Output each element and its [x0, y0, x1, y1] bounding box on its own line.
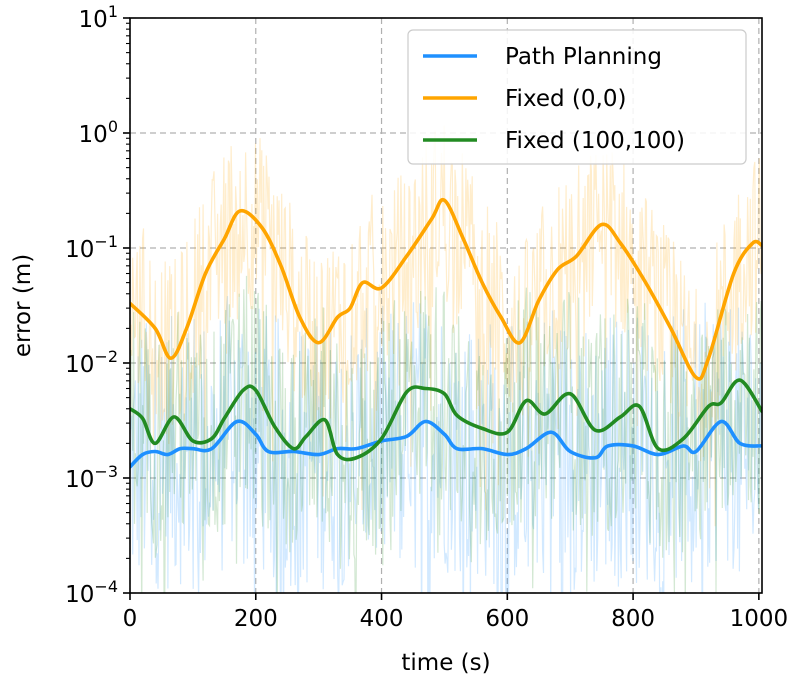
y-tick-label: 101: [79, 2, 118, 33]
series-noise-2: [130, 275, 762, 593]
y-tick-label: 10−4: [65, 577, 118, 608]
axis-ticks: 0 200 400 600 800 1000 101 100 10−1 10−2 10−3 10−4: [65, 2, 788, 632]
y-tick-label: 10−2: [65, 347, 118, 378]
series-noise-1: [130, 125, 762, 527]
series-line-1: [130, 197, 762, 381]
legend-label: Fixed (100,100): [505, 128, 685, 154]
x-tick-label: 200: [234, 606, 278, 632]
series-line-2: [130, 378, 762, 462]
series-line-0: [130, 419, 762, 469]
legend: Path Planning Fixed (0,0) Fixed (100,100): [407, 29, 747, 165]
x-tick-label: 1000: [730, 606, 789, 632]
series-noise-0: [130, 296, 762, 593]
x-axis-title: time (s): [401, 650, 490, 676]
x-tick-label: 400: [360, 606, 404, 632]
y-tick-label: 10−3: [65, 462, 118, 493]
y-tick-label: 100: [79, 117, 118, 148]
legend-box: [407, 29, 747, 165]
plot-frame: [129, 17, 763, 594]
noise-band-layer: [130, 125, 762, 593]
series-lines: [130, 197, 762, 469]
x-tick-label: 0: [123, 606, 138, 632]
y-axis-title: error (m): [10, 254, 36, 357]
y-tick-label: 10−1: [65, 232, 118, 263]
legend-label: Fixed (0,0): [505, 86, 626, 112]
legend-label: Path Planning: [505, 44, 662, 70]
x-tick-label: 600: [485, 606, 529, 632]
x-tick-label: 800: [611, 606, 655, 632]
